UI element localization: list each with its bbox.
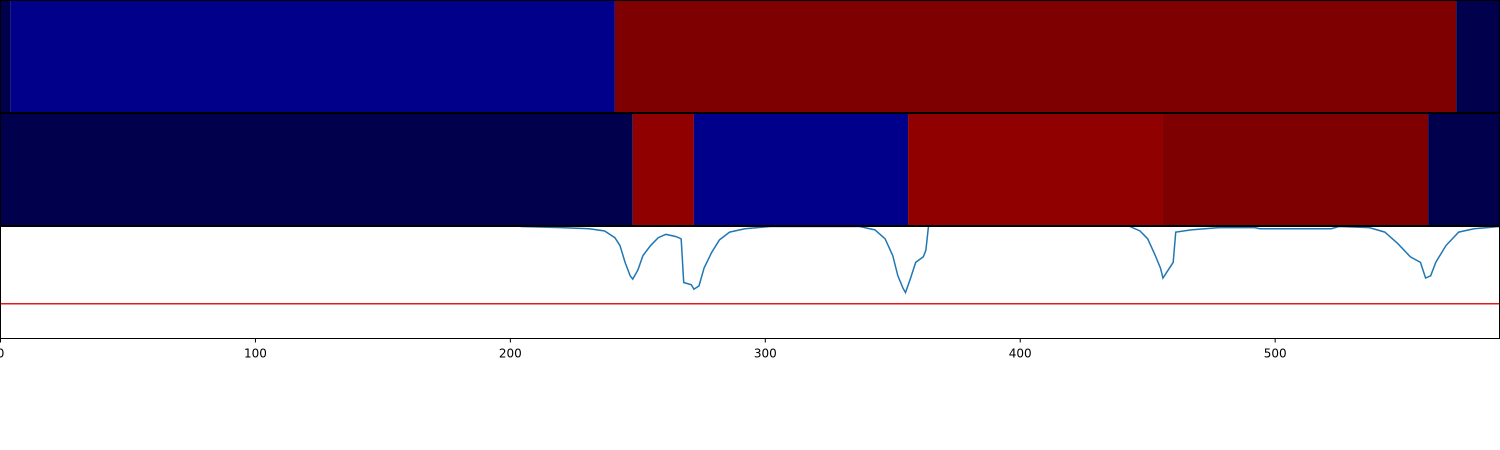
heatmap-cell (908, 113, 1163, 226)
x-tick-label: 500 (1264, 347, 1287, 361)
heatmap-cell (1162, 113, 1429, 226)
heatmap-cell (0, 0, 11, 113)
heatmap-cell (10, 0, 615, 113)
heatmap-cell (632, 113, 694, 226)
heatmap-cell (693, 113, 909, 226)
x-tick-label: 200 (499, 347, 522, 361)
x-tick-label: 400 (1009, 347, 1032, 361)
heatmap-cell (0, 113, 633, 226)
line-series (520, 226, 930, 295)
x-tick-label: 300 (754, 347, 777, 361)
heatmap-cell (614, 0, 1457, 113)
x-tick-label: 0 (0, 347, 4, 361)
x-tick-label: 100 (244, 347, 267, 361)
axes-frame (0, 226, 1500, 339)
plot-area (0, 226, 1500, 305)
heatmap-cell (1428, 113, 1500, 226)
line-series (1129, 226, 1500, 280)
heatmap-cell (1456, 0, 1500, 113)
